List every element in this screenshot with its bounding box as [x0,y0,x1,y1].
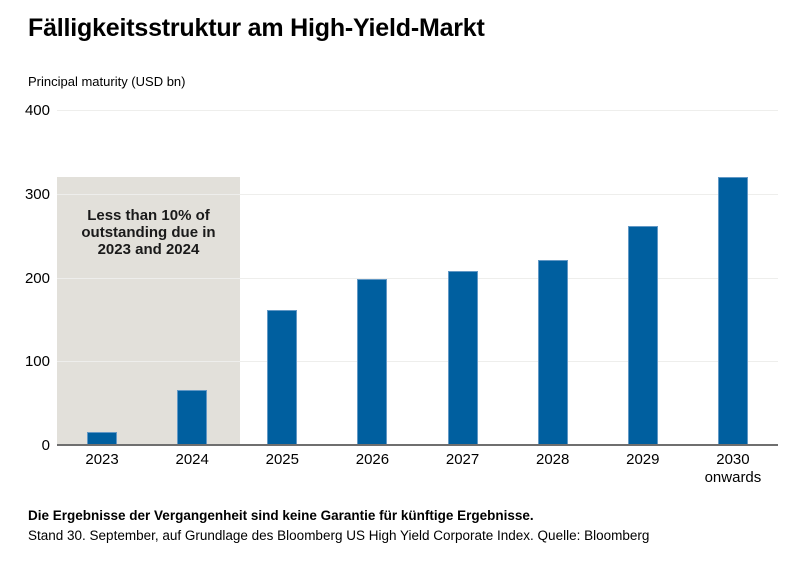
annotation-shaded-region [57,177,240,445]
x-axis-tick-line: 2030 [716,451,750,468]
annotation-text-line: outstanding due in [81,224,216,241]
source-text: Stand 30. September, auf Grundlage des B… [28,528,650,543]
y-gridline [57,110,778,111]
x-axis-tick-line: 2027 [445,451,480,468]
page-title: Fälligkeitsstruktur am High-Yield-Markt [28,14,485,42]
annotation-text-line: 2023 and 2024 [97,241,200,258]
x-axis-tick-line: 2025 [265,451,299,468]
bar-2026 [357,279,388,445]
chart-footer: Die Ergebnisse der Vergangenheit sind ke… [28,506,649,546]
x-axis-tick-label: 2029 [598,451,688,469]
x-axis-tick-label: 2027 [418,451,508,469]
x-axis-tick-line: 2026 [355,451,390,468]
y-axis-unit-label: Principal maturity (USD bn) [28,74,186,89]
x-axis-tick-line: 2023 [85,451,119,468]
annotation-text-line: Less than 10% of [87,207,210,224]
x-axis-tick-line: onwards [704,469,762,486]
y-axis-tick-label: 400 [24,102,50,119]
y-axis-tick-label: 0 [41,437,50,454]
disclaimer-text: Die Ergebnisse der Vergangenheit sind ke… [28,508,534,523]
x-axis-tick-label: 2030 onwards [688,451,778,487]
bar-2024 [177,389,208,445]
bar-2028 [537,259,568,445]
x-axis-tick-label: 2026 [327,451,417,469]
y-gridline [57,193,778,195]
bar-2023 [87,431,118,445]
y-gridline [57,361,778,363]
y-axis-tick-label: 300 [24,185,50,203]
bar-2027 [447,270,478,445]
y-axis-tick-label: 200 [24,269,50,287]
x-axis-tick-label: 2024 [147,451,237,469]
x-axis-tick-line: 2028 [536,451,570,468]
x-axis-line [57,444,778,446]
x-axis-tick-label: 2023 [57,451,147,469]
x-axis-tick-label: 2028 [508,451,598,469]
y-axis-tick-label: 100 [24,353,50,371]
x-axis-tick-line: 2024 [175,451,209,468]
bar-2029 [627,225,658,445]
annotation-text: Less than 10% of outstanding due in 2023 a… [57,207,240,258]
x-axis-tick-line: 2029 [626,451,660,468]
bar-chart: 0 100 200 300 400 Less than 10% of outstanding… [24,102,778,487]
bar-2030 [717,177,748,445]
x-axis-tick-label: 2025 [237,451,327,469]
bar-2025 [267,310,298,445]
y-gridline [57,277,778,279]
